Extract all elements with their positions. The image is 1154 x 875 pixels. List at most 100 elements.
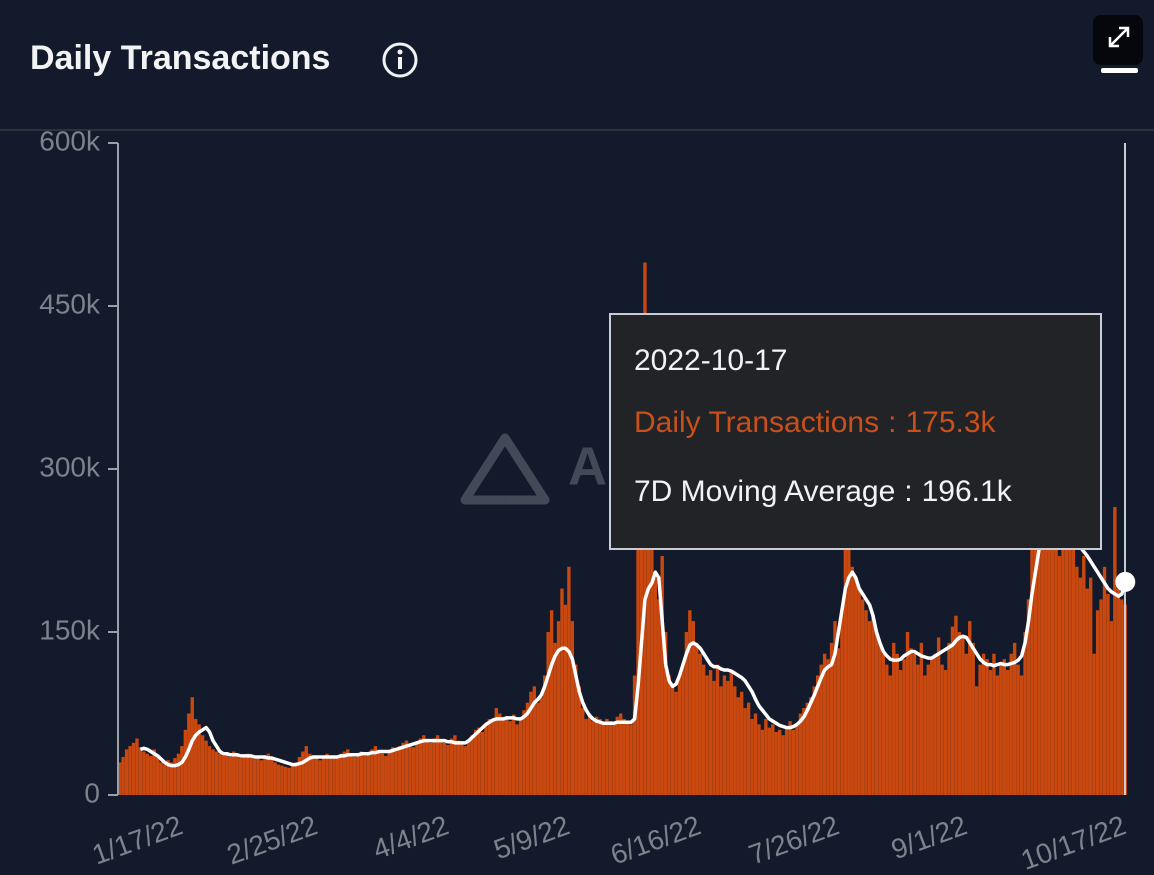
bar [366, 753, 371, 795]
bar [843, 523, 848, 795]
bar [408, 745, 412, 795]
bar [923, 675, 927, 795]
y-tick-label: 0 [84, 777, 100, 808]
bar [764, 718, 768, 795]
info-icon[interactable] [382, 42, 418, 78]
bar [684, 632, 689, 795]
bar [308, 753, 312, 795]
bar [276, 764, 281, 795]
bar [138, 747, 143, 795]
bar [719, 686, 723, 795]
bar [1012, 642, 1017, 795]
bar [688, 610, 692, 795]
bar [118, 762, 122, 795]
bar [232, 751, 236, 795]
bar [169, 762, 174, 795]
bar [795, 724, 799, 795]
bar [539, 697, 543, 795]
y-tick-label: 150k [39, 614, 101, 645]
bar [577, 686, 581, 795]
bar [622, 718, 626, 795]
bar [249, 756, 253, 795]
bar [159, 762, 163, 795]
bar [819, 664, 823, 795]
bar [1030, 523, 1034, 795]
bar [902, 659, 906, 795]
bar [377, 751, 381, 795]
bar [380, 753, 385, 795]
bar [522, 710, 526, 795]
bar [467, 740, 471, 795]
bar [560, 588, 564, 795]
bar [999, 664, 1003, 795]
bar [940, 664, 944, 795]
bar [1054, 545, 1058, 795]
bar [1006, 670, 1010, 795]
bar [930, 659, 934, 795]
bar [632, 675, 637, 795]
bar [270, 756, 274, 795]
bar [840, 610, 844, 795]
bar [442, 742, 447, 795]
bar [608, 721, 613, 795]
bar [162, 764, 167, 795]
bar [470, 735, 474, 795]
bar [128, 746, 132, 795]
bar [280, 765, 284, 795]
expand-button[interactable] [1093, 15, 1143, 73]
bar [612, 723, 616, 795]
bar [598, 718, 602, 795]
bar [919, 642, 924, 795]
bar [867, 621, 872, 795]
bar [615, 716, 619, 795]
bar [152, 749, 156, 795]
bar [1002, 659, 1006, 795]
bar [691, 621, 695, 795]
bar [356, 753, 360, 795]
bar [494, 708, 499, 795]
bar [663, 632, 668, 795]
bar [974, 686, 979, 795]
bar [905, 632, 910, 795]
bar [290, 764, 295, 795]
bar [484, 724, 488, 795]
bar [142, 751, 146, 795]
bar [439, 740, 443, 795]
bar [1120, 599, 1124, 795]
bar [1113, 507, 1117, 795]
bar [325, 753, 329, 795]
bar [829, 642, 834, 795]
bar [954, 615, 958, 795]
bar [415, 742, 419, 795]
bar [1064, 512, 1069, 795]
bar [370, 749, 374, 795]
bar [760, 729, 765, 795]
bar [567, 566, 571, 795]
bar [936, 637, 941, 795]
bar [432, 738, 436, 795]
bar [964, 653, 968, 795]
bar [349, 754, 353, 795]
bar [850, 566, 854, 795]
bar [197, 724, 201, 795]
bar [895, 653, 899, 795]
bar [698, 653, 702, 795]
bar [511, 714, 516, 795]
bar [135, 738, 139, 795]
bar [515, 724, 519, 795]
bar [173, 758, 177, 795]
bar [909, 648, 913, 795]
bar [926, 664, 930, 795]
bar [200, 735, 205, 795]
bar [570, 621, 575, 795]
bar [653, 577, 657, 795]
y-tick-label: 450k [39, 288, 101, 319]
bar [619, 713, 623, 795]
bar [363, 755, 367, 795]
bar [1047, 534, 1051, 795]
bar [739, 691, 744, 795]
bar [1023, 632, 1027, 795]
bar [860, 599, 865, 795]
tooltip-row: Daily Transactions:175.3k [634, 406, 997, 439]
